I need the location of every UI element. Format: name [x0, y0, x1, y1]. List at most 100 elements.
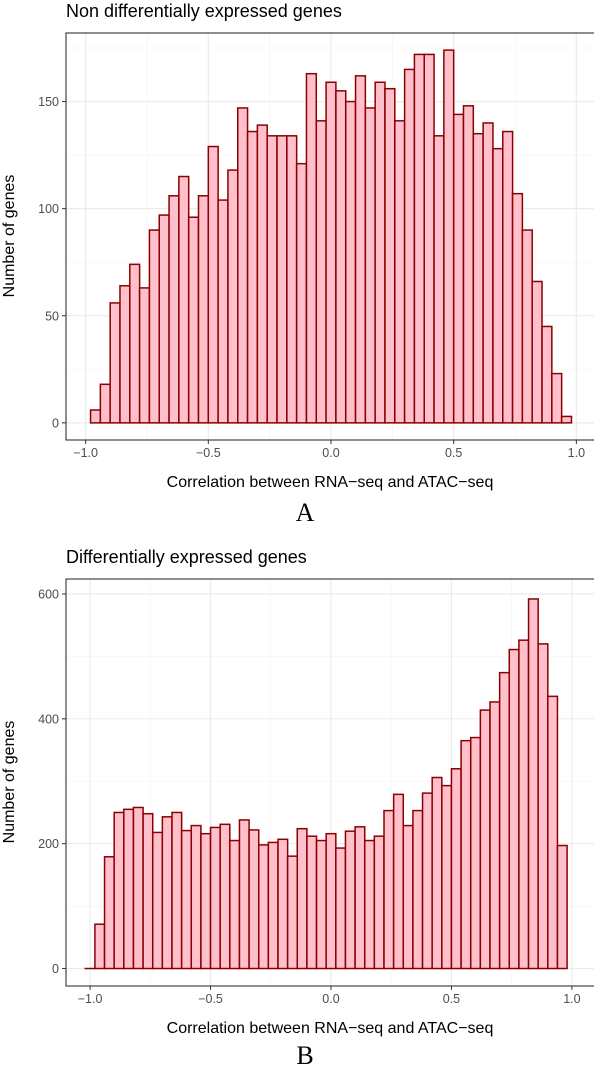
chart-b-histogram-bar: [286, 855, 299, 970]
chart-b-histogram-bar: [248, 829, 260, 970]
chart-b-y-tick-label: 0: [52, 962, 59, 976]
chart-a-histogram-bar: [551, 372, 563, 424]
chart-a-histogram-bar: [325, 81, 337, 424]
chart-a-histogram-bar: [482, 122, 494, 424]
chart-b-histogram-bar: [151, 831, 164, 970]
chart-a-histogram-bar: [207, 145, 219, 424]
chart-b-histogram-bar: [479, 709, 491, 970]
chart-a-histogram-bar: [187, 216, 200, 424]
chart-a-y-ticks: 0 50 100 150: [38, 95, 66, 430]
chart-b-histogram-bar: [537, 643, 549, 970]
chart-a-x-tick-label: −0.5: [196, 446, 221, 460]
chart-a-histogram-bar: [502, 130, 514, 424]
chart-b-histogram-bar: [450, 768, 462, 970]
chart-a-histogram-bar: [89, 409, 102, 424]
chart-b-panel-label: B: [296, 1041, 313, 1069]
chart-a-histogram-bar: [109, 302, 121, 424]
chart-a-histogram-bar: [354, 75, 367, 424]
chart-b-y-axis-title: Number of genes: [1, 721, 18, 844]
chart-b-histogram-bar: [412, 809, 424, 970]
chart-a-histogram-bar: [99, 383, 111, 424]
chart-b-histogram-bar: [344, 830, 356, 970]
chart-a-x-axis-title: Correlation between RNA−seq and ATAC−seq: [167, 474, 494, 491]
chart-b-histogram-bar: [171, 811, 183, 970]
chart-b-bars: [84, 598, 568, 970]
chart-a-bars: [89, 49, 573, 424]
chart-a-x-tick-label: 0.5: [445, 446, 462, 460]
chart-b-histogram-bar: [161, 816, 173, 970]
chart-a-histogram-bar: [462, 105, 475, 424]
chart-a-histogram-bar: [560, 415, 573, 424]
chart-b-histogram-bar: [200, 832, 212, 970]
chart-a-histogram-bar: [394, 120, 406, 424]
chart-b-histogram-bar: [238, 819, 250, 970]
chart-a-histogram-bar: [403, 68, 416, 424]
chart-a-histogram-bar: [246, 130, 259, 424]
chart-a-x-tick-label: −1.0: [73, 446, 98, 460]
chart-a-histogram-bar: [129, 263, 141, 424]
chart-a-histogram-bar: [266, 135, 278, 424]
chart-a-histogram-bar: [384, 87, 396, 424]
chart-b-histogram-bar: [123, 808, 135, 970]
chart-a-histogram-bar: [472, 132, 484, 424]
chart-a-histogram-bar: [119, 285, 131, 424]
chart-b-histogram-bar: [94, 923, 106, 970]
chart-b-histogram-bar: [431, 776, 443, 970]
chart-b-histogram-bar: [460, 739, 472, 970]
chart-a-y-tick-label: 50: [45, 309, 59, 323]
chart-a-histogram-bar: [374, 81, 386, 424]
chart-b-histogram-bar: [103, 856, 115, 970]
chart-a-histogram-bar: [168, 195, 180, 424]
chart-b-histogram-bar: [132, 806, 144, 970]
chart-a-histogram-bar: [295, 162, 308, 424]
chart-b-x-ticks: −1.0 −0.5 0.0 0.5 1.0: [78, 986, 581, 1006]
chart-b-histogram-bar: [209, 826, 221, 970]
chart-a-histogram-bar: [178, 175, 190, 424]
chart-b-histogram-bar: [498, 671, 511, 970]
chart-a-histogram-bar: [305, 72, 318, 424]
chart-b-histogram-bar: [315, 839, 327, 970]
chart-b-histogram-bar: [325, 832, 337, 970]
chart-b-histogram-bar: [257, 844, 270, 970]
chart-a-histogram-bar: [256, 124, 268, 424]
chart-b-histogram-bar: [190, 824, 202, 970]
chart-a-y-tick-label: 0: [52, 416, 59, 430]
chart-a-histogram-bar: [276, 135, 288, 424]
chart-b-histogram-bar: [547, 695, 559, 970]
chart-b-histogram-bar: [373, 835, 385, 970]
chart-a-histogram-bar: [433, 135, 445, 424]
chart-a-histogram-bar: [286, 135, 298, 424]
chart-b-histogram-bar: [113, 811, 125, 970]
chart-b-x-tick-label: −1.0: [78, 992, 103, 1006]
chart-a-histogram-bar: [227, 169, 239, 424]
chart-a-histogram-bar: [511, 192, 524, 424]
chart-b-title: Differentially expressed genes: [66, 547, 307, 567]
chart-a: Non differentially expressed genes −1.0−…: [1, 1, 594, 527]
chart-a-histogram-bar: [237, 107, 249, 424]
chart-b-histogram-bar: [518, 639, 530, 970]
chart-b-y-ticks: 0 200 400 600: [38, 587, 66, 976]
chart-b-histogram-bar: [363, 839, 376, 970]
chart-a-y-tick-label: 150: [38, 95, 59, 109]
chart-b: Differentially expressed genes −1.0 −0.5 0…: [1, 547, 594, 1069]
chart-a-histogram-bar: [452, 113, 465, 424]
chart-b-histogram-bar: [469, 736, 482, 970]
chart-a-histogram-bar: [364, 107, 376, 424]
chart-a-x-tick-label: 1.0: [568, 446, 585, 460]
chart-a-histogram-bar: [423, 53, 435, 424]
chart-b-histogram-bar: [556, 844, 568, 970]
chart-a-x-tick-label: 0.0: [322, 446, 339, 460]
chart-a-histogram-bar: [158, 214, 170, 424]
chart-a-histogram-bar: [541, 325, 553, 424]
chart-a-x-ticks: −1.0 −0.5 0.0 0.5 1.0: [73, 440, 585, 460]
chart-b-x-axis-title: Correlation between RNA−seq and ATAC−seq: [167, 1020, 494, 1037]
chart-b-x-tick-label: 1.0: [563, 992, 580, 1006]
chart-b-histogram-bar: [180, 829, 193, 970]
chart-a-histogram-bar: [492, 147, 504, 424]
chart-a-histogram-bar: [413, 53, 425, 424]
chart-b-histogram-bar: [229, 839, 241, 970]
chart-a-histogram-bar: [443, 49, 455, 424]
chart-a-panel-label: A: [296, 498, 315, 527]
chart-a-histogram-bar: [335, 90, 347, 424]
